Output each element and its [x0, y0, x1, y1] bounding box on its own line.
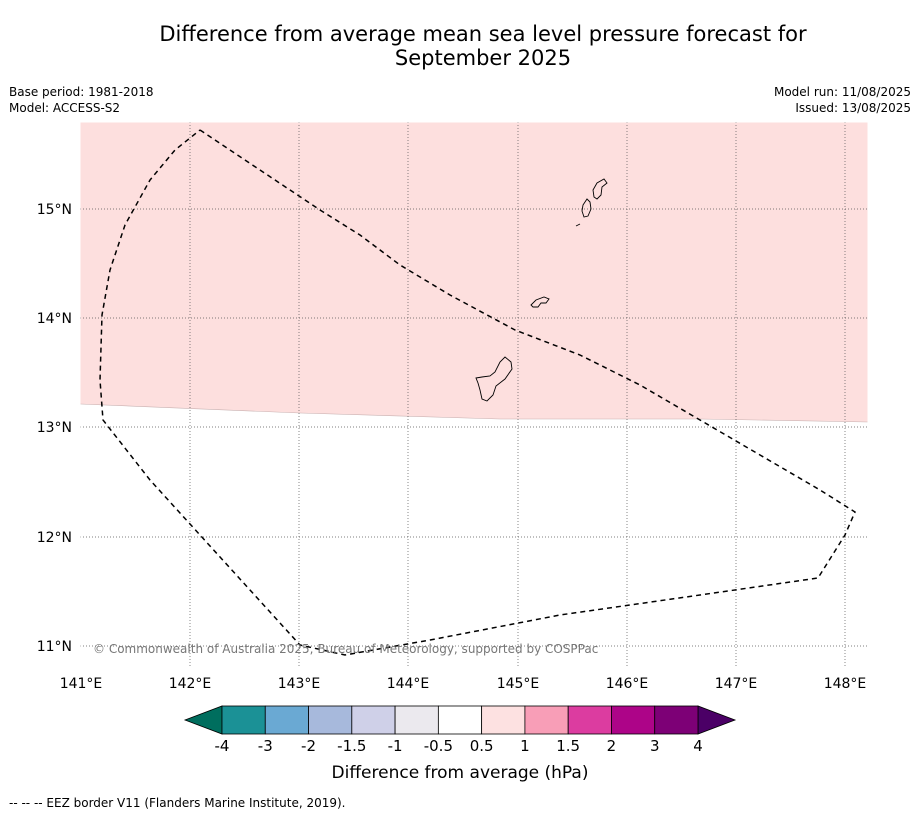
colorbar-tick-label: 3 — [650, 737, 660, 755]
lat-label-14: 14°N — [37, 311, 72, 327]
map-panel: © Commonwealth of Australia 2025, Bureau… — [79, 121, 869, 669]
lon-label-143: 143°E — [278, 676, 321, 692]
lat-label-11: 11°N — [37, 639, 72, 655]
lat-label-15: 15°N — [37, 202, 72, 218]
colorbar-tick-label: -1 — [388, 737, 403, 755]
metadata-left: Base period: 1981-2018 Model: ACCESS-S2 — [9, 84, 154, 116]
colorbar-tick-label: -0.5 — [424, 737, 453, 755]
eez-border — [99, 129, 856, 656]
lon-label-141: 141°E — [60, 676, 103, 692]
aguijan-island — [575, 223, 581, 227]
lon-label-144: 144°E — [387, 676, 430, 692]
colorbar-tick-label: -2 — [301, 737, 316, 755]
lon-label-147: 147°E — [715, 676, 758, 692]
lat-label-12: 12°N — [37, 530, 72, 546]
colorbar-bin — [567, 705, 612, 735]
colorbar-bin — [481, 705, 526, 735]
colorbar-tick-label: -4 — [215, 737, 230, 755]
colorbar-bin — [437, 705, 483, 735]
colorbar-tick-label: -1.5 — [337, 737, 366, 755]
colorbar-bin — [264, 705, 309, 735]
lon-label-142: 142°E — [169, 676, 212, 692]
colorbar-ticks: -4 -3 -2 -1.5 -1 -0.5 0.5 1 1.5 2 3 4 — [215, 737, 703, 755]
saipan-island — [592, 178, 608, 200]
issued-label: Issued: 13/08/2025 — [795, 101, 911, 115]
map-title: Difference from average mean sea level p… — [0, 22, 919, 70]
map-border — [79, 121, 869, 669]
lon-label-145: 145°E — [497, 676, 540, 692]
copyright-text: © Commonwealth of Australia 2025, Bureau… — [93, 642, 598, 656]
colorbar: -4 -3 -2 -1.5 -1 -0.5 0.5 1 1.5 2 3 4 Difference fr… — [183, 705, 737, 783]
anomaly-shading-0.5-1 — [80, 122, 868, 422]
colorbar-bin — [611, 705, 656, 735]
gridlines — [80, 122, 868, 668]
colorbar-bin — [308, 705, 353, 735]
guam-island — [475, 356, 513, 402]
islands — [475, 178, 608, 402]
colorbar-bin — [221, 705, 266, 735]
base-period-label: Base period: 1981-2018 — [9, 85, 154, 99]
colorbar-under-arrow — [183, 705, 223, 735]
colorbar-tick-label: 2 — [607, 737, 617, 755]
colorbar-label: Difference from average (hPa) — [332, 763, 589, 783]
metadata-right: Model run: 11/08/2025 Issued: 13/08/2025 — [774, 84, 911, 116]
colorbar-tick-label: 1.5 — [556, 737, 580, 755]
title-line-2: September 2025 — [394, 46, 572, 70]
longitude-labels: 141°E 142°E 143°E 144°E 145°E 146°E 147°… — [60, 676, 867, 692]
colorbar-bin — [524, 705, 569, 735]
model-run-label: Model run: 11/08/2025 — [773, 85, 911, 99]
model-label: Model: ACCESS-S2 — [9, 101, 121, 115]
colorbar-over-arrow — [697, 705, 737, 735]
tinian-island — [581, 198, 592, 218]
latitude-labels: 15°N 14°N 13°N 12°N 11°N — [37, 202, 72, 655]
title-line-1: Difference from average mean sea level p… — [159, 22, 807, 46]
colorbar-bin — [654, 705, 699, 735]
lon-label-146: 146°E — [606, 676, 649, 692]
rota-island — [530, 296, 550, 308]
colorbar-tick-label: -3 — [258, 737, 273, 755]
anomaly-contour — [79, 403, 869, 423]
colorbar-bins — [221, 705, 699, 735]
colorbar-bin — [394, 705, 439, 735]
colorbar-bin — [351, 705, 396, 735]
colorbar-tick-label: 4 — [693, 737, 703, 755]
colorbar-tick-label: 0.5 — [470, 737, 494, 755]
lat-label-13: 13°N — [37, 420, 72, 436]
lon-label-148: 148°E — [824, 676, 867, 692]
eez-legend-footnote: -- -- -- EEZ border V11 (Flanders Marine… — [9, 796, 346, 810]
colorbar-tick-label: 1 — [520, 737, 530, 755]
